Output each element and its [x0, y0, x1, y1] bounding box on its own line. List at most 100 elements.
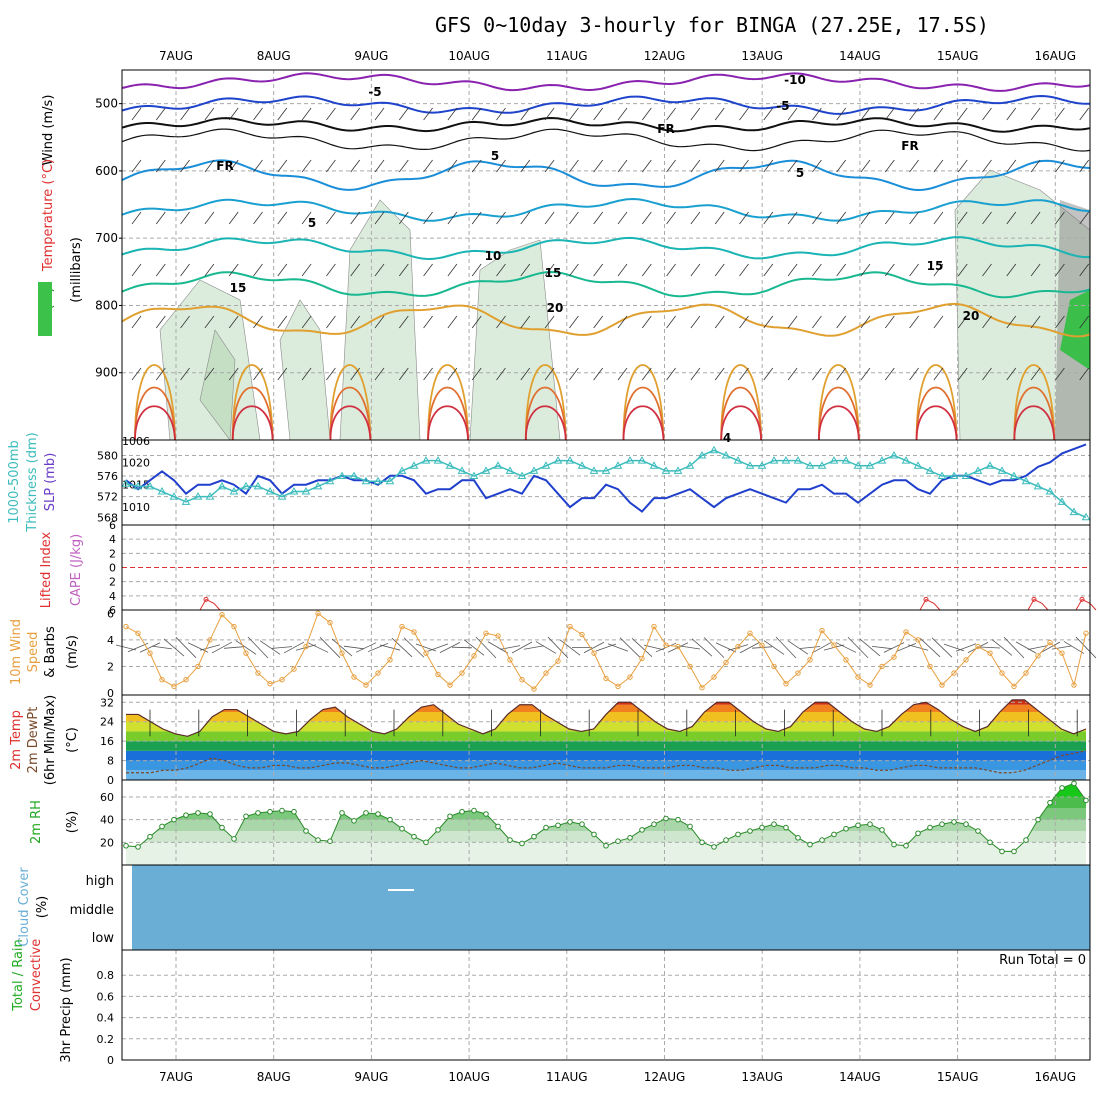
rh-marker — [591, 831, 597, 838]
thickness-marker — [133, 481, 143, 490]
wind-barb — [423, 107, 433, 121]
wind-barb — [544, 367, 555, 381]
axis-label-group: 2m RH — [29, 800, 44, 844]
wind-speed-marker — [171, 683, 177, 690]
axis-label-group: SLP (mb) — [43, 453, 58, 512]
wind-barb — [763, 367, 774, 381]
warm-cell-contour — [231, 405, 274, 441]
rh-marker — [483, 811, 489, 817]
surface-wind-barb — [775, 636, 797, 659]
wind-speed-marker — [759, 642, 765, 648]
wind-barb — [690, 159, 701, 173]
wind-barb — [1030, 367, 1041, 381]
wind-barb — [714, 263, 725, 277]
surface-wind-barb — [475, 636, 497, 659]
wind-barb — [641, 263, 652, 277]
thickness-line — [125, 449, 1087, 518]
wind-speed-marker — [507, 657, 513, 663]
wind-barb — [690, 367, 701, 381]
wind-barb — [957, 315, 968, 329]
warm-cell-contour — [720, 386, 763, 441]
wind-barb — [714, 211, 725, 225]
surface-wind-barb — [367, 642, 389, 653]
wind-barb — [471, 107, 482, 121]
axis-label: Thickness (dm) — [25, 432, 40, 532]
rh-marker — [687, 823, 693, 830]
rh-marker — [399, 825, 405, 832]
wind-speed-marker — [375, 670, 381, 676]
temp-contour-minus10 — [121, 72, 1091, 92]
surface-wind-barb — [115, 644, 137, 651]
x-tick-bottom: 12AUG — [644, 1070, 686, 1084]
wind-barb — [204, 315, 215, 329]
surface-wind-barb — [199, 644, 221, 651]
wind-barb — [763, 159, 774, 173]
wind-speed-marker — [555, 658, 561, 664]
wind-barb — [423, 315, 433, 329]
rh-marker — [747, 828, 753, 834]
y-tick-rh: 20 — [100, 836, 114, 849]
rh-marker — [351, 818, 357, 824]
wind-barb — [544, 107, 555, 121]
wind-barb — [884, 263, 895, 277]
wind-speed-marker — [1023, 670, 1029, 676]
wind-speed-marker — [915, 637, 921, 643]
wind-barb — [569, 315, 579, 329]
rh-band — [126, 819, 1086, 831]
thickness-marker — [685, 461, 695, 469]
run-total-label: Run Total = 0 — [999, 953, 1086, 968]
wind-speed-marker — [819, 627, 825, 634]
thickness-marker — [577, 461, 587, 469]
axis-label-group: (%) — [35, 896, 50, 919]
rh-marker — [723, 837, 729, 843]
surface-wind-barb — [967, 642, 989, 653]
warm-cell-contour — [524, 405, 567, 441]
wind-barb — [641, 107, 652, 121]
wind-barb — [471, 367, 482, 381]
y-tick-lifted: 4 — [109, 533, 116, 546]
wind-barb — [155, 211, 166, 225]
thickness-marker — [649, 461, 659, 469]
warm-cell-contour — [915, 364, 958, 441]
wind-barb — [155, 159, 166, 173]
wind-speed-marker — [195, 663, 201, 670]
thickness-marker — [445, 461, 455, 469]
wind-speed-marker — [459, 670, 465, 676]
surface-wind-barb — [547, 636, 569, 659]
wind-barb — [617, 107, 628, 121]
thickness-marker — [877, 456, 887, 464]
cape-marker — [203, 596, 209, 602]
surface-wind-barb — [487, 641, 509, 654]
y-tick: 900 — [95, 366, 118, 380]
wind-barb — [860, 159, 871, 173]
surface-wind-barb — [691, 638, 713, 657]
rh-marker — [651, 821, 657, 828]
wind-speed-marker — [327, 619, 333, 626]
x-tick-bottom: 15AUG — [937, 1070, 979, 1084]
surface-wind-barb — [151, 645, 173, 650]
thickness-marker — [349, 471, 359, 480]
axis-label: (millibars) — [69, 237, 84, 303]
wind-barb — [228, 159, 239, 173]
cloud-cover-fill — [132, 865, 1090, 950]
wind-barb — [131, 263, 142, 277]
wind-barb — [593, 159, 604, 173]
rh-band — [126, 783, 1086, 797]
slp-thickness-frame — [121, 439, 1091, 526]
contour-label: -5 — [368, 85, 381, 99]
wind-speed-marker — [831, 642, 837, 648]
x-tick-top: 12AUG — [644, 49, 686, 63]
wind-barb — [1079, 315, 1090, 329]
thickness-marker — [817, 461, 827, 469]
wind-barb — [812, 159, 822, 173]
wind-barb — [982, 211, 992, 225]
thickness-marker — [937, 471, 947, 480]
thickness-marker — [709, 445, 719, 454]
wind-barb — [204, 367, 215, 381]
temp-contour-plus5b — [121, 197, 1091, 222]
wind-barb — [398, 367, 409, 381]
thickness-marker — [493, 461, 503, 469]
wind-barb — [714, 159, 725, 173]
rh-marker — [855, 822, 861, 829]
